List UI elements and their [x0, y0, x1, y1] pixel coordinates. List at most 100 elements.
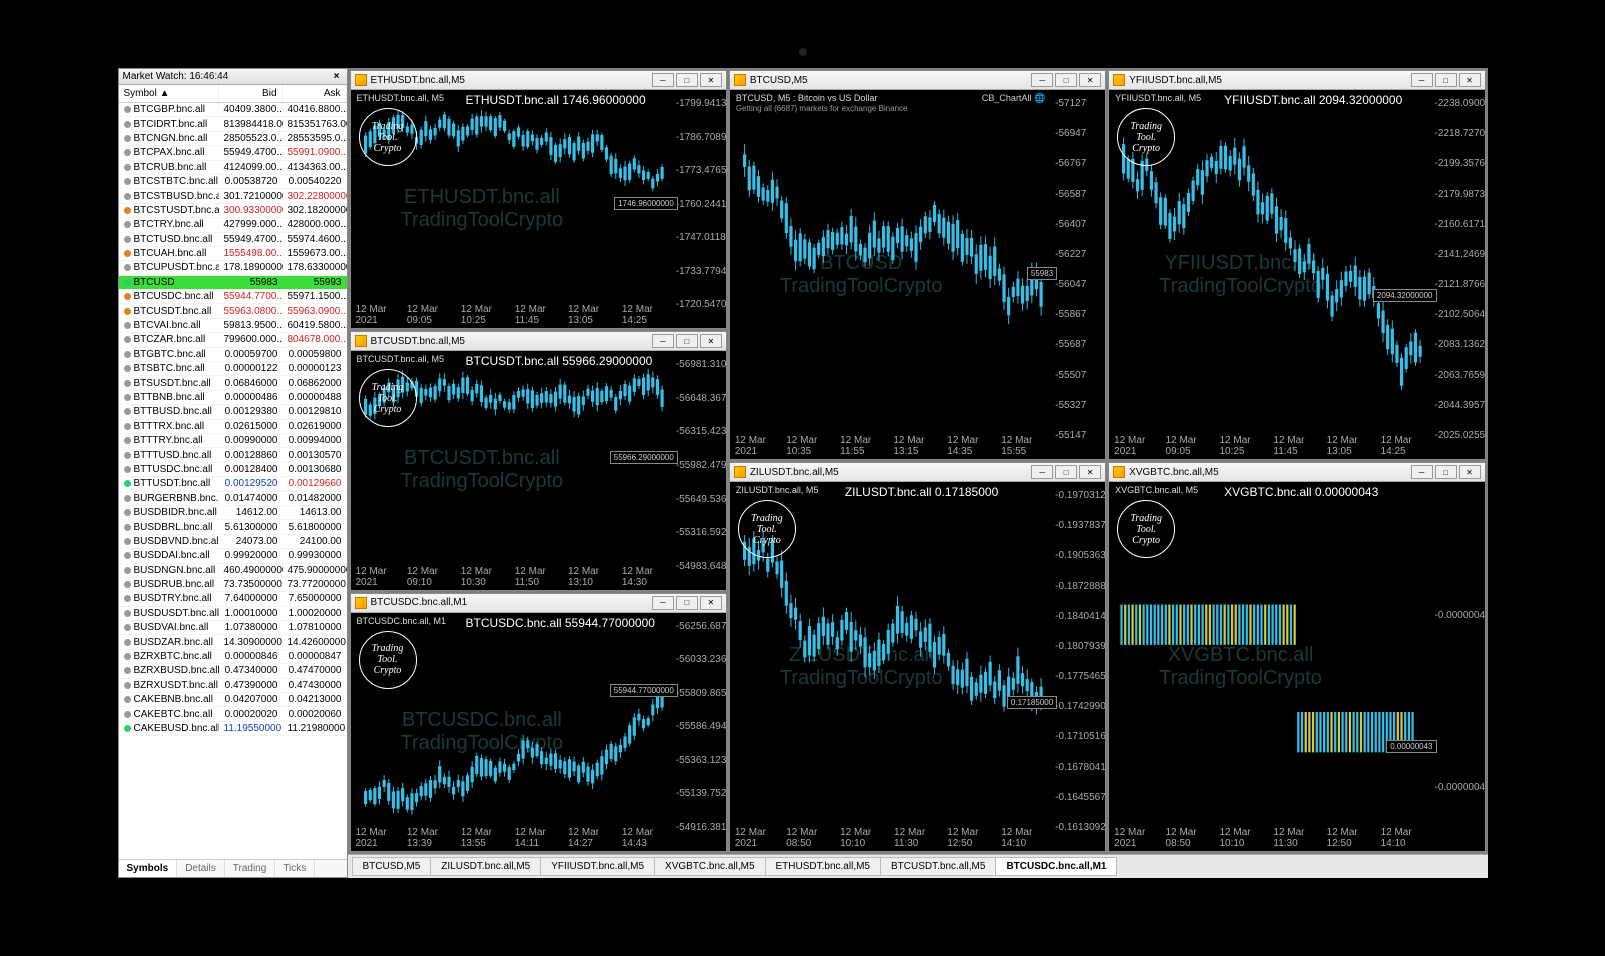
table-row[interactable]: BTTUSDT.bnc.all0.001295200.00129660: [119, 477, 347, 491]
chart-titlebar[interactable]: ZILUSDT.bnc.all,M5 ─ □ ✕: [730, 463, 1105, 482]
table-row[interactable]: BTGBTC.bnc.all0.000597000.00059800: [119, 348, 347, 362]
mw-tab-details[interactable]: Details: [177, 860, 225, 877]
maximize-button[interactable]: □: [676, 334, 698, 348]
maximize-button[interactable]: □: [676, 73, 698, 87]
table-row[interactable]: BUSDVAI.bnc.all1.073800001.07810000: [119, 621, 347, 635]
close-button[interactable]: ✕: [1079, 73, 1101, 87]
table-row[interactable]: BTTTRY.bnc.all0.009900000.00994000: [119, 434, 347, 448]
table-row[interactable]: BUSDBIDR.bnc.all14612.0014613.00: [119, 506, 347, 520]
table-row[interactable]: BTCRUB.bnc.all4124099.00...4134363.00...: [119, 161, 347, 175]
chart-canvas[interactable]: ETHUSDT.bnc.all, M5 ETHUSDT.bnc.all 1746…: [351, 90, 726, 328]
table-row[interactable]: BTCIDRT.bnc.all813984418.00815351763.00: [119, 117, 347, 131]
mw-tab-symbols[interactable]: Symbols: [119, 860, 178, 877]
table-row[interactable]: BUSDRUB.bnc.all73.7350000073.77200000: [119, 578, 347, 592]
table-row[interactable]: BTCPAX.bnc.all55949.4700...55991.0900...: [119, 146, 347, 160]
minimize-button[interactable]: ─: [1411, 73, 1433, 87]
minimize-button[interactable]: ─: [1031, 73, 1053, 87]
table-row[interactable]: BTTTRX.bnc.all0.026150000.02619000: [119, 420, 347, 434]
chart-canvas[interactable]: BTCUSDT.bnc.all, M5 BTCUSDT.bnc.all 5596…: [351, 351, 726, 589]
table-row[interactable]: BTCUSDT.bnc.all55963.0800...55963.0900..…: [119, 304, 347, 318]
table-row[interactable]: BUSDUSDT.bnc.all1.000100001.00020000: [119, 607, 347, 621]
mw-tab-ticks[interactable]: Ticks: [275, 860, 315, 877]
chart-canvas[interactable]: YFIIUSDT.bnc.all, M5 YFIIUSDT.bnc.all 20…: [1109, 90, 1484, 459]
chart-tab[interactable]: BTCUSDC.bnc.all,M1: [995, 857, 1117, 876]
table-row[interactable]: BUSDNGN.bnc.all460.49000000475.90000000: [119, 564, 347, 578]
table-row[interactable]: BTSBTC.bnc.all0.000001220.00000123: [119, 362, 347, 376]
table-row[interactable]: CAKEBNB.bnc.all0.042070000.04213000: [119, 693, 347, 707]
table-row[interactable]: BTTBUSD.bnc.all0.001293800.00129810: [119, 405, 347, 419]
maximize-button[interactable]: □: [1435, 73, 1457, 87]
table-row[interactable]: BTCUAH.bnc.all1555498.00...1559673.00...: [119, 247, 347, 261]
chart-tab[interactable]: YFIIUSDT.bnc.all,M5: [540, 857, 655, 876]
chart-titlebar[interactable]: YFIIUSDT.bnc.all,M5 ─ □ ✕: [1109, 71, 1484, 90]
col-ask[interactable]: Ask: [283, 85, 347, 102]
minimize-button[interactable]: ─: [652, 73, 674, 87]
chart-titlebar[interactable]: BTCUSD,M5 ─ □ ✕: [730, 71, 1105, 90]
close-button[interactable]: ✕: [1459, 73, 1481, 87]
table-row[interactable]: BZRXBTC.bnc.all0.000008460.00000847: [119, 650, 347, 664]
table-row[interactable]: BTCSTBTC.bnc.all0.005387200.00540220: [119, 175, 347, 189]
chart-canvas[interactable]: ZILUSDT.bnc.all, M5 ZILUSDT.bnc.all 0.17…: [730, 482, 1105, 851]
chart-titlebar[interactable]: ETHUSDT.bnc.all,M5 ─ □ ✕: [351, 71, 726, 90]
table-row[interactable]: BUSDBVND.bnc.all24073.0024100.00: [119, 535, 347, 549]
table-row[interactable]: BTTTUSD.bnc.all0.001288600.00130570: [119, 448, 347, 462]
close-button[interactable]: ✕: [700, 73, 722, 87]
table-row[interactable]: CAKEBUSD.bnc.all11.1955000011.21980000: [119, 722, 347, 736]
close-icon[interactable]: ×: [331, 71, 343, 82]
maximize-button[interactable]: □: [1055, 465, 1077, 479]
table-row[interactable]: BTCTRY.bnc.all427999.000...428000.000...: [119, 218, 347, 232]
table-row[interactable]: CAKEBTC.bnc.all0.000200200.00020060: [119, 707, 347, 721]
table-row[interactable]: BTCVAI.bnc.all59813.9500...60419.5800...: [119, 319, 347, 333]
close-button[interactable]: ✕: [1079, 465, 1101, 479]
table-row[interactable]: BTCUPUSDT.bnc.all178.18900000178.6330000…: [119, 261, 347, 275]
market-watch-rows[interactable]: BTCGBP.bnc.all40409.3800...40416.8800...…: [119, 103, 347, 859]
table-row[interactable]: BUSDTRY.bnc.all7.640000007.65000000: [119, 592, 347, 606]
col-bid[interactable]: Bid: [219, 85, 283, 102]
minimize-button[interactable]: ─: [652, 596, 674, 610]
chart-tab[interactable]: ZILUSDT.bnc.all,M5: [430, 857, 541, 876]
minimize-button[interactable]: ─: [652, 334, 674, 348]
maximize-button[interactable]: □: [1435, 465, 1457, 479]
table-row[interactable]: BTTUSDC.bnc.all0.001284000.00130680: [119, 463, 347, 477]
close-button[interactable]: ✕: [700, 334, 722, 348]
table-row[interactable]: BTCUSDC.bnc.all55944.7700...55971.1500..…: [119, 290, 347, 304]
maximize-button[interactable]: □: [676, 596, 698, 610]
table-row[interactable]: BTCNGN.bnc.all28505523.0...28553595.0...: [119, 132, 347, 146]
table-row[interactable]: BZRXUSDT.bnc.all0.473900000.47430000: [119, 679, 347, 693]
table-row[interactable]: BTCSTUSDT.bnc.all300.93300000302.1820000…: [119, 204, 347, 218]
chart-titlebar[interactable]: XVGBTC.bnc.all,M5 ─ □ ✕: [1109, 463, 1484, 482]
table-row[interactable]: BUSDBRL.bnc.all5.613000005.61800000: [119, 520, 347, 534]
chart-tab[interactable]: BTCUSD,M5: [352, 857, 432, 876]
chart-titlebar[interactable]: BTCUSDT.bnc.all,M5 ─ □ ✕: [351, 332, 726, 351]
table-row[interactable]: BUSDZAR.bnc.all14.3090000014.42600000: [119, 635, 347, 649]
market-watch-titlebar[interactable]: Market Watch: 16:46:44 ×: [119, 69, 347, 85]
close-button[interactable]: ✕: [1459, 465, 1481, 479]
market-watch-header[interactable]: Symbol ▲ Bid Ask: [119, 85, 347, 103]
minimize-button[interactable]: ─: [1411, 465, 1433, 479]
table-row[interactable]: BURGERBNB.bnc.all0.014740000.01482000: [119, 492, 347, 506]
table-row[interactable]: BTCTUSD.bnc.all55949.4700...55974.4600..…: [119, 233, 347, 247]
maximize-button[interactable]: □: [1055, 73, 1077, 87]
table-row[interactable]: BZRXBUSD.bnc.all0.473400000.47470000: [119, 664, 347, 678]
table-row[interactable]: BTCZAR.bnc.all799600.000...804678.000...: [119, 333, 347, 347]
chart-canvas[interactable]: XVGBTC.bnc.all, M5 XVGBTC.bnc.all 0.0000…: [1109, 482, 1484, 851]
table-row[interactable]: BTCSTBUSD.bnc.all301.72100000302.2280000…: [119, 189, 347, 203]
chart-tab[interactable]: ETHUSDT.bnc.all,M5: [765, 857, 881, 876]
table-row[interactable]: BTSUSDT.bnc.all0.068460000.06862000: [119, 376, 347, 390]
col-symbol[interactable]: Symbol ▲: [119, 85, 219, 102]
mw-tab-trading[interactable]: Trading: [225, 860, 276, 877]
close-button[interactable]: ✕: [700, 596, 722, 610]
chart-canvas[interactable]: BTCUSDC.bnc.all, M1 BTCUSDC.bnc.all 5594…: [351, 613, 726, 851]
status-dot: [124, 423, 131, 430]
table-row[interactable]: BTTBNB.bnc.all0.000004860.00000488: [119, 391, 347, 405]
table-row[interactable]: BUSDDAI.bnc.all0.999200000.99930000: [119, 549, 347, 563]
chart-tab[interactable]: BTCUSDT.bnc.all,M5: [880, 857, 996, 876]
chart-titlebar[interactable]: BTCUSDC.bnc.all,M1 ─ □ ✕: [351, 594, 726, 613]
y-label: -1760.24419510: [676, 199, 724, 210]
chart-price-label: YFIIUSDT.bnc.all 2094.32000000: [1224, 93, 1402, 107]
chart-canvas[interactable]: BTCUSD, M5 : Bitcoin vs US Dollar Gettin…: [730, 90, 1105, 459]
table-row[interactable]: BTCGBP.bnc.all40409.3800...40416.8800...: [119, 103, 347, 117]
chart-tab[interactable]: XVGBTC.bnc.all,M5: [654, 857, 765, 876]
table-row[interactable]: BTCUSD5598355993: [119, 276, 347, 290]
minimize-button[interactable]: ─: [1031, 465, 1053, 479]
